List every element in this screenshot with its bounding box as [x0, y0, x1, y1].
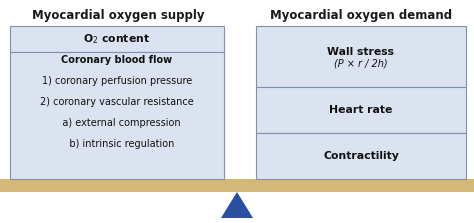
Text: 1) coronary perfusion pressure: 1) coronary perfusion pressure	[42, 76, 192, 86]
Text: Coronary blood flow: Coronary blood flow	[62, 55, 173, 65]
Text: Myocardial oxygen demand: Myocardial oxygen demand	[270, 8, 452, 21]
Text: Wall stress: Wall stress	[328, 47, 394, 57]
Bar	[256, 133, 466, 179]
Bar	[10, 26, 224, 52]
Text: Myocardial oxygen supply: Myocardial oxygen supply	[32, 8, 204, 21]
Text: a) external compression: a) external compression	[53, 118, 181, 128]
Bar	[10, 52, 224, 179]
Bar	[256, 87, 466, 133]
Text: 2) coronary vascular resistance: 2) coronary vascular resistance	[40, 97, 194, 107]
Text: b) intrinsic regulation: b) intrinsic regulation	[60, 139, 174, 149]
Text: Contractility: Contractility	[323, 151, 399, 161]
Bar	[256, 26, 466, 87]
Text: Heart rate: Heart rate	[329, 105, 392, 115]
Polygon shape	[221, 192, 253, 218]
Bar	[0, 179, 474, 192]
Text: (P × r / 2h): (P × r / 2h)	[334, 59, 388, 69]
Text: O$_2$ content: O$_2$ content	[83, 32, 151, 46]
